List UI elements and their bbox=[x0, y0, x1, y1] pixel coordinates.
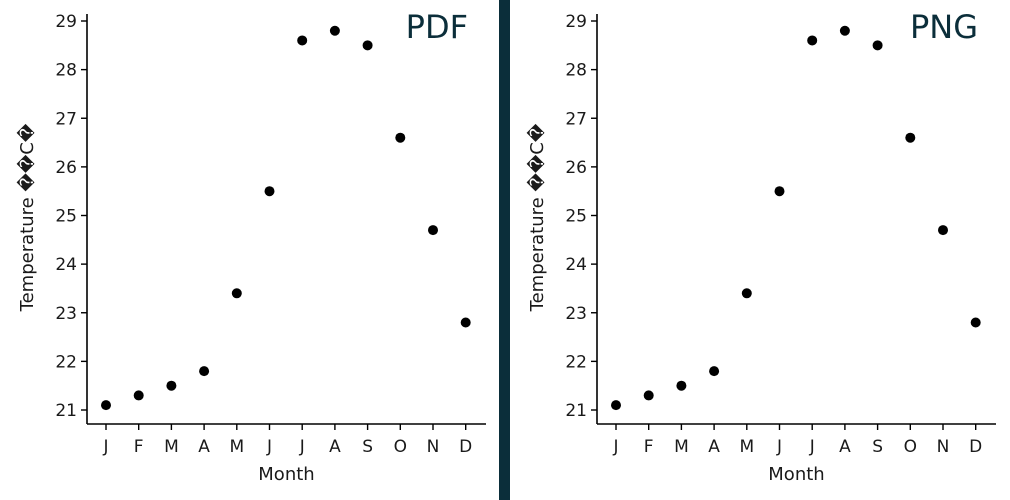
y-tick-label: 22 bbox=[565, 352, 587, 372]
y-tick-label: 21 bbox=[565, 401, 587, 421]
x-tick-label: A bbox=[198, 437, 210, 457]
x-tick-label: J bbox=[776, 437, 782, 457]
x-tick-label: M bbox=[229, 437, 244, 457]
x-tick-label: A bbox=[839, 437, 851, 457]
x-tick-label: S bbox=[872, 437, 883, 457]
x-tick-label: J bbox=[266, 437, 272, 457]
y-tick-label: 25 bbox=[55, 207, 77, 227]
x-tick-label: M bbox=[739, 437, 754, 457]
x-tick-label: A bbox=[708, 437, 720, 457]
y-tick-label: 28 bbox=[55, 61, 77, 81]
y-tick-label: 26 bbox=[55, 158, 77, 178]
data-point bbox=[297, 35, 308, 46]
data-point bbox=[428, 225, 438, 236]
y-tick-label: 29 bbox=[565, 12, 587, 32]
data-point bbox=[872, 40, 883, 51]
y-tick-label: 27 bbox=[55, 109, 77, 129]
x-tick-label: M bbox=[164, 437, 179, 457]
data-point bbox=[709, 366, 720, 377]
y-tick-label: 22 bbox=[55, 352, 77, 372]
data-point bbox=[362, 40, 373, 51]
y-axis-title: Temperature ��C� bbox=[526, 123, 548, 312]
x-axis-title: Month bbox=[258, 464, 314, 485]
y-tick-label: 28 bbox=[565, 61, 587, 81]
data-point bbox=[839, 25, 850, 36]
x-tick-label: J bbox=[102, 437, 108, 457]
data-point bbox=[938, 225, 948, 236]
x-axis-title: Month bbox=[768, 464, 824, 485]
data-point bbox=[166, 380, 177, 391]
x-tick-label: S bbox=[362, 437, 373, 457]
data-point bbox=[807, 35, 818, 46]
data-point bbox=[611, 400, 621, 411]
y-tick-label: 23 bbox=[565, 304, 587, 324]
x-tick-label: D bbox=[459, 437, 472, 457]
x-tick-label: A bbox=[329, 437, 341, 457]
x-tick-label: M bbox=[674, 437, 689, 457]
data-point bbox=[970, 317, 981, 328]
y-tick-label: 24 bbox=[565, 255, 587, 275]
y-tick-label: 21 bbox=[55, 401, 77, 421]
y-tick-label: 25 bbox=[565, 207, 587, 227]
y-tick-label: 26 bbox=[565, 158, 587, 178]
data-point bbox=[905, 132, 916, 143]
data-point bbox=[395, 132, 406, 143]
x-tick-label: O bbox=[394, 437, 407, 457]
panel-label: PNG bbox=[910, 8, 978, 46]
panel-label: PDF bbox=[406, 8, 468, 46]
data-point bbox=[643, 390, 654, 401]
data-point bbox=[231, 288, 242, 299]
x-tick-label: O bbox=[904, 437, 917, 457]
y-tick-label: 23 bbox=[55, 304, 77, 324]
x-tick-label: J bbox=[299, 437, 305, 457]
data-point bbox=[774, 186, 785, 197]
x-tick-label: F bbox=[644, 437, 654, 457]
data-point bbox=[676, 380, 687, 391]
data-point bbox=[460, 317, 471, 328]
data-point bbox=[199, 366, 210, 377]
x-tick-label: N bbox=[427, 437, 440, 457]
data-point bbox=[101, 400, 111, 411]
x-tick-label: J bbox=[809, 437, 815, 457]
data-point bbox=[741, 288, 752, 299]
x-tick-label: N bbox=[937, 437, 950, 457]
x-tick-label: D bbox=[969, 437, 982, 457]
x-tick-label: F bbox=[134, 437, 144, 457]
data-point bbox=[329, 25, 340, 36]
data-point bbox=[133, 390, 144, 401]
data-point bbox=[264, 186, 275, 197]
y-tick-label: 27 bbox=[565, 109, 587, 129]
y-axis-title: Temperature ��C� bbox=[16, 123, 38, 312]
y-tick-label: 24 bbox=[55, 255, 77, 275]
panel-divider bbox=[499, 0, 510, 500]
y-tick-label: 29 bbox=[55, 12, 77, 32]
x-tick-label: J bbox=[612, 437, 618, 457]
